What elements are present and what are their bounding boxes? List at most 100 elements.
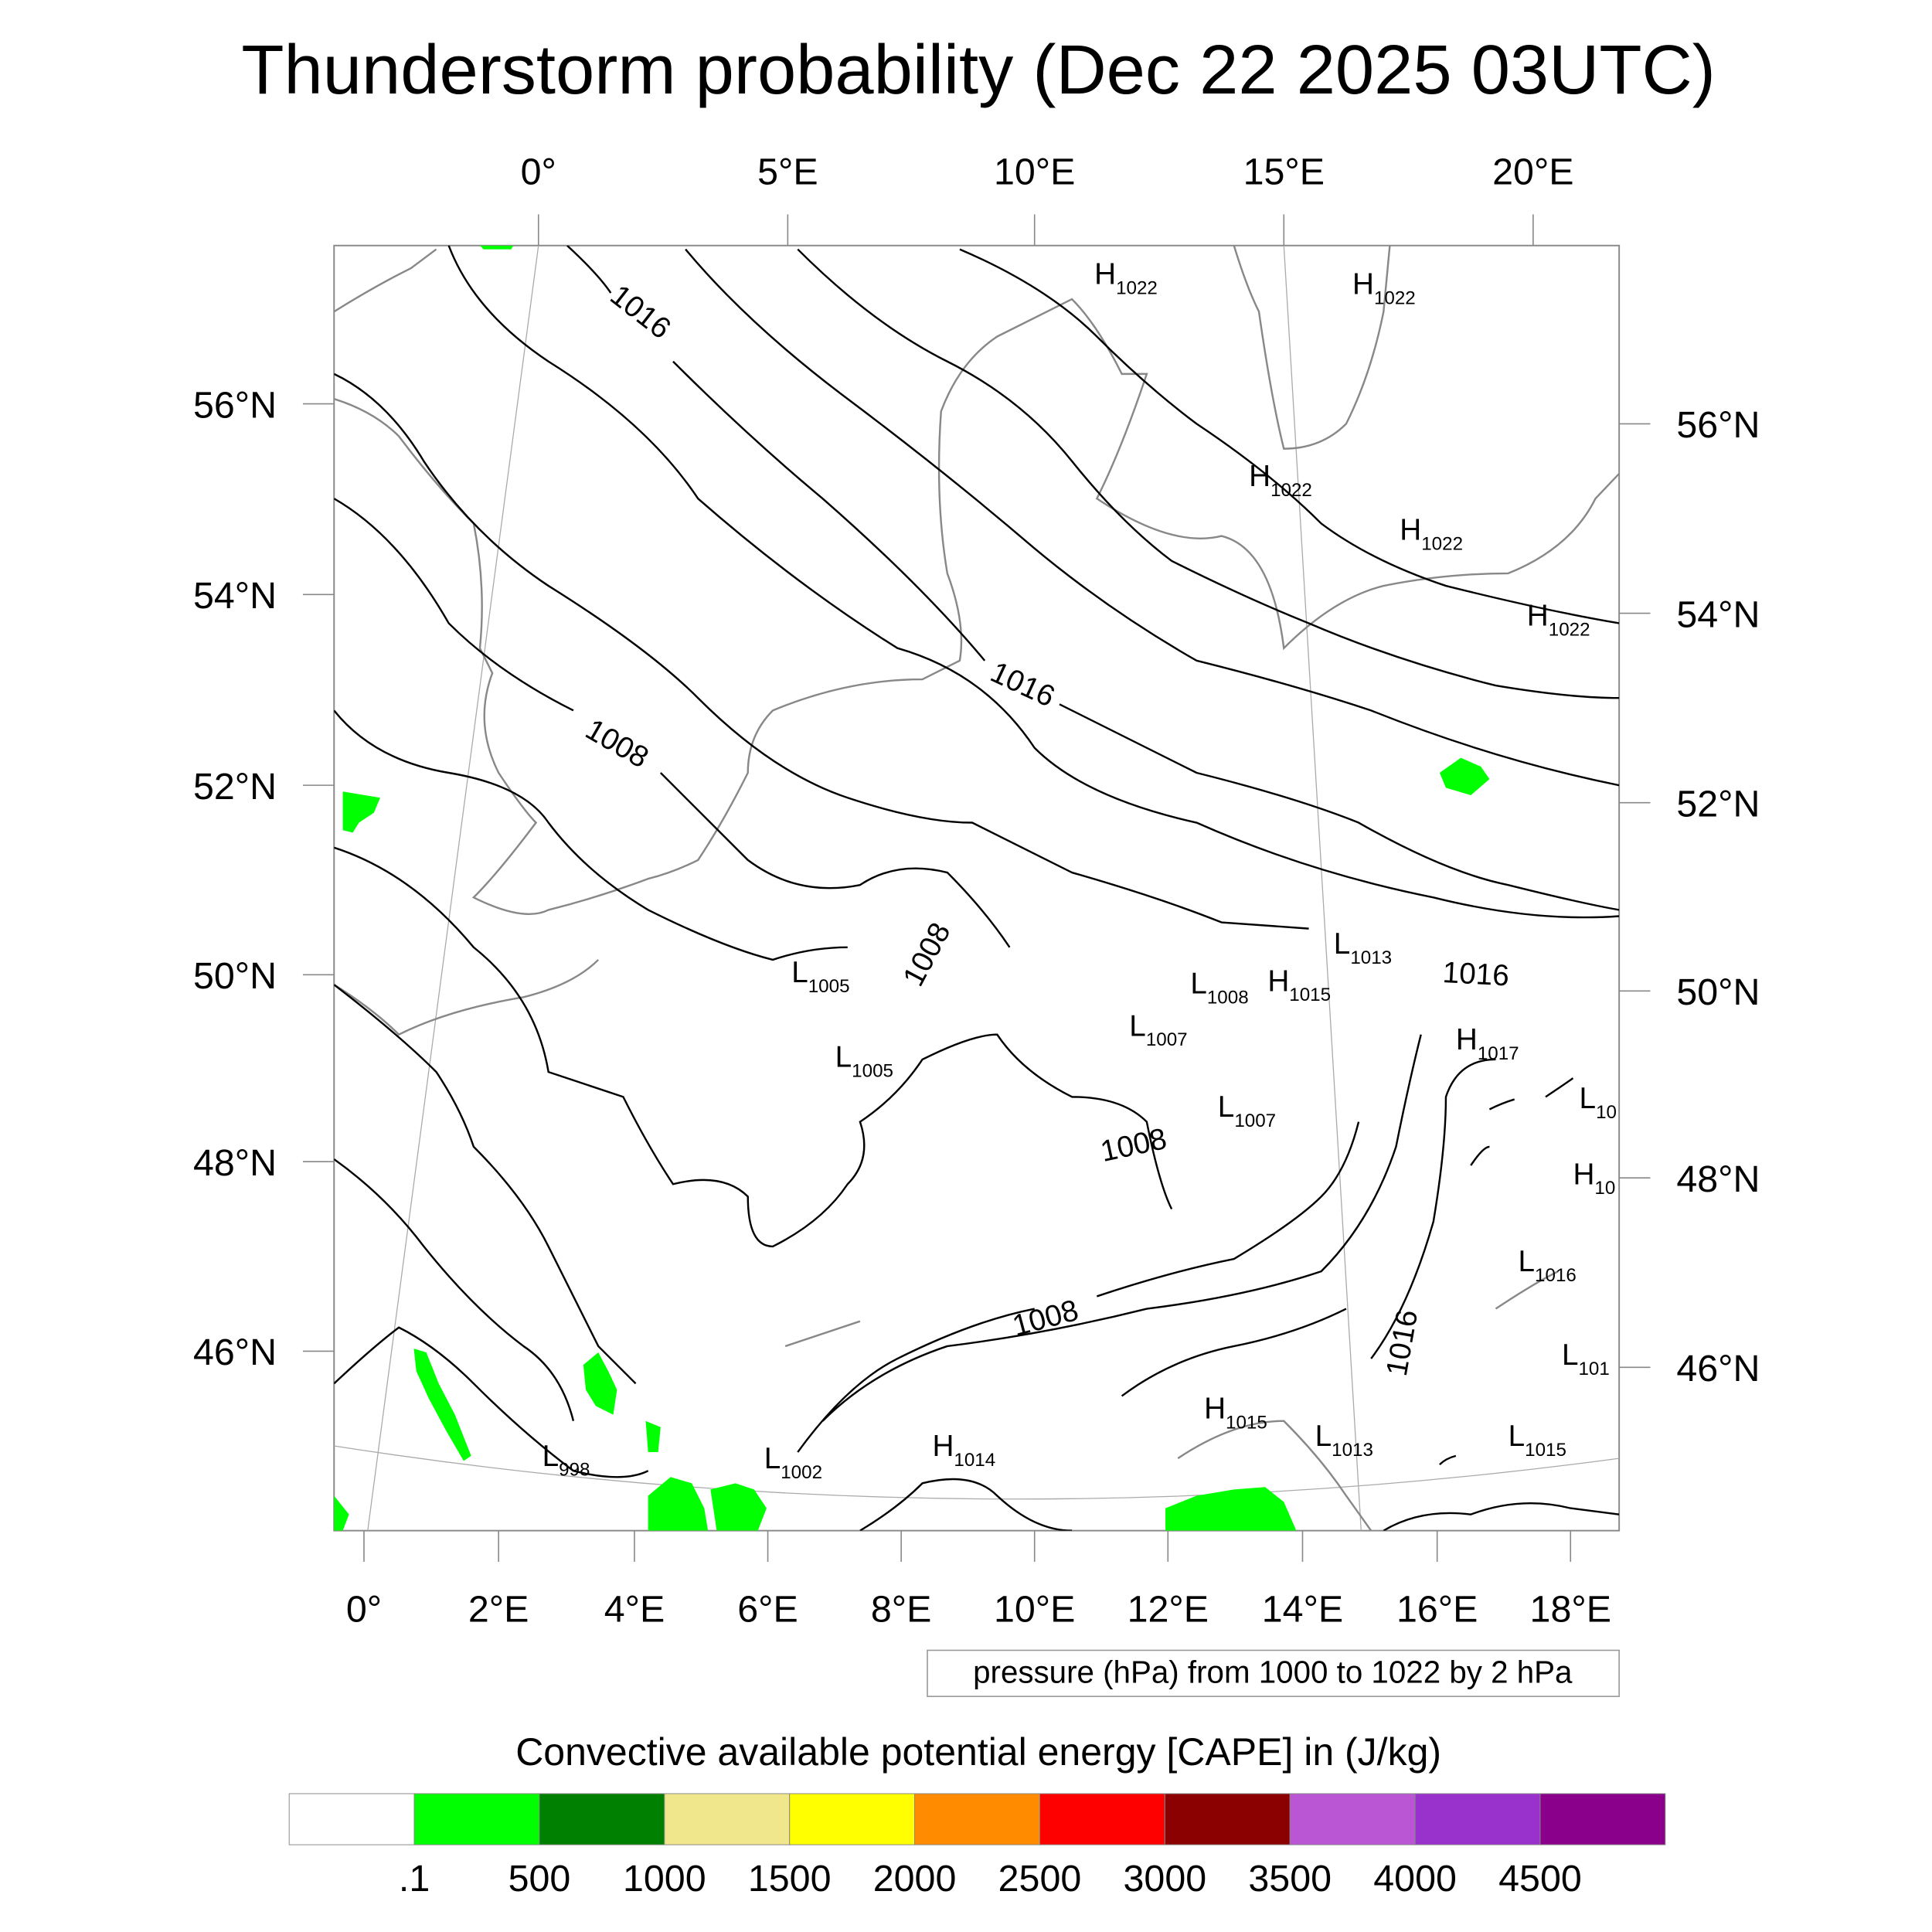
chart-title: Thunderstorm probability (Dec 22 2025 03… bbox=[241, 31, 1715, 109]
colorbar-label: 4000 bbox=[1373, 1858, 1457, 1900]
pressure-center: H1022 bbox=[1094, 258, 1158, 299]
cape-patch bbox=[334, 1495, 349, 1531]
pressure-center: H1017 bbox=[1456, 1023, 1519, 1064]
left-lat-label: 52°N bbox=[193, 766, 277, 808]
cape-patch bbox=[342, 791, 380, 833]
contour-info-box bbox=[927, 1649, 1620, 1697]
top-lon-label: 0° bbox=[521, 151, 556, 193]
bottom-lon-label: 14°E bbox=[1262, 1588, 1343, 1630]
isobar bbox=[1439, 1077, 1574, 1466]
isobar bbox=[334, 984, 637, 1385]
isobar bbox=[959, 248, 1620, 624]
cape-patch bbox=[413, 1349, 471, 1461]
left-lat-label: 46°N bbox=[193, 1332, 277, 1373]
bottom-lon-label: 16°E bbox=[1396, 1588, 1478, 1630]
isobar bbox=[334, 846, 1173, 1248]
pressure-center: H1015 bbox=[1204, 1392, 1267, 1433]
colorbar-label: 3500 bbox=[1248, 1858, 1332, 1900]
cape-patch bbox=[583, 1352, 617, 1415]
pressure-center: L1005 bbox=[791, 956, 849, 997]
top-lon-label: 10°E bbox=[994, 151, 1075, 193]
pressure-center: H1022 bbox=[1527, 600, 1590, 641]
top-lon-label: 20°E bbox=[1492, 151, 1573, 193]
colorbar-swatch bbox=[1164, 1793, 1291, 1845]
colorbar bbox=[288, 1793, 1666, 1845]
bottom-lon-label: 6°E bbox=[737, 1588, 798, 1630]
isobar bbox=[797, 248, 1620, 699]
right-lat-label: 50°N bbox=[1676, 971, 1760, 1013]
pressure-center: L101 bbox=[1562, 1338, 1610, 1379]
colorbar-swatch bbox=[914, 1793, 1040, 1845]
pressure-center: L1013 bbox=[1334, 927, 1392, 968]
right-lat-label: 54°N bbox=[1676, 594, 1760, 635]
bottom-lon-label: 4°E bbox=[604, 1588, 665, 1630]
pressure-center: L1013 bbox=[1315, 1420, 1373, 1461]
meridian-0 bbox=[367, 245, 539, 1531]
pressure-center: L10 bbox=[1580, 1082, 1617, 1123]
isobar bbox=[566, 245, 1620, 911]
colorbar-title: Convective available potential energy [C… bbox=[515, 1730, 1441, 1774]
left-lat-label: 48°N bbox=[193, 1142, 277, 1184]
cape-patch bbox=[648, 1477, 709, 1531]
colorbar-swatch bbox=[1039, 1793, 1165, 1845]
map-frame bbox=[333, 244, 1621, 1532]
colorbar-swatch bbox=[413, 1793, 540, 1845]
isobar bbox=[685, 248, 1620, 787]
pressure-center: H1022 bbox=[1352, 268, 1416, 309]
right-lat-label: 52°N bbox=[1676, 783, 1760, 825]
colorbar-label: 2000 bbox=[873, 1858, 957, 1900]
pressure-center: H1022 bbox=[1400, 513, 1463, 554]
left-lat-label: 54°N bbox=[193, 575, 277, 617]
colorbar-label: 2500 bbox=[998, 1858, 1082, 1900]
pressure-center: L1002 bbox=[764, 1442, 822, 1483]
left-lat-label: 50°N bbox=[193, 955, 277, 997]
isobars bbox=[334, 245, 1620, 1531]
bottom-lon-label: 2°E bbox=[468, 1588, 529, 1630]
colorbar-swatch bbox=[539, 1793, 665, 1845]
isobar bbox=[447, 245, 1620, 919]
cape-patch bbox=[479, 245, 514, 250]
cape-patch bbox=[710, 1483, 767, 1531]
parallel-line bbox=[334, 1445, 1620, 1500]
colorbar-swatch bbox=[288, 1793, 415, 1845]
contour-info-text: pressure (hPa) from 1000 to 1022 by 2 hP… bbox=[973, 1654, 1573, 1689]
right-lat-label: 46°N bbox=[1676, 1348, 1760, 1389]
isobar bbox=[1383, 1502, 1620, 1531]
cape-fill bbox=[334, 245, 1490, 1531]
top-lon-label: 15°E bbox=[1243, 151, 1325, 193]
colorbar-swatch bbox=[664, 1793, 791, 1845]
colorbar-swatch bbox=[789, 1793, 916, 1845]
isobar bbox=[334, 1326, 649, 1478]
right-lat-label: 48°N bbox=[1676, 1158, 1760, 1200]
bottom-lon-label: 18°E bbox=[1530, 1588, 1611, 1630]
pressure-center: H1022 bbox=[1249, 460, 1312, 501]
pressure-center: L1007 bbox=[1218, 1090, 1276, 1131]
pressure-center: L1005 bbox=[835, 1041, 893, 1082]
isobar bbox=[797, 1121, 1360, 1453]
isobar bbox=[334, 1158, 575, 1422]
pressure-centers: H1022 H1022 H1022 H1022 H1022 L1013 L100… bbox=[543, 258, 1617, 1483]
colorbar-swatch bbox=[1414, 1793, 1541, 1845]
pressure-center: L1016 bbox=[1519, 1245, 1577, 1286]
pressure-center: L1015 bbox=[1509, 1420, 1566, 1461]
colorbar-swatch bbox=[1289, 1793, 1416, 1845]
isobar bbox=[1121, 1058, 1496, 1397]
left-lat-label: 56°N bbox=[193, 384, 277, 426]
pressure-center: H1015 bbox=[1267, 964, 1331, 1005]
cape-patch bbox=[645, 1420, 661, 1453]
cape-patch bbox=[1439, 757, 1490, 796]
isobar bbox=[859, 1478, 1073, 1531]
isobar-label: 1016 bbox=[1442, 956, 1510, 992]
colorbar-swatch bbox=[1539, 1793, 1666, 1845]
bottom-lon-label: 10°E bbox=[994, 1588, 1075, 1630]
isobar bbox=[334, 372, 1309, 930]
bottom-lon-label: 12°E bbox=[1128, 1588, 1209, 1630]
bottom-lon-label: 0° bbox=[346, 1588, 382, 1630]
colorbar-label: 3000 bbox=[1124, 1858, 1207, 1900]
isobar bbox=[334, 498, 1011, 948]
colorbar-label: 1500 bbox=[748, 1858, 832, 1900]
isobar bbox=[334, 709, 848, 961]
meridian-15 bbox=[1283, 245, 1362, 1531]
colorbar-label: 4500 bbox=[1498, 1858, 1582, 1900]
